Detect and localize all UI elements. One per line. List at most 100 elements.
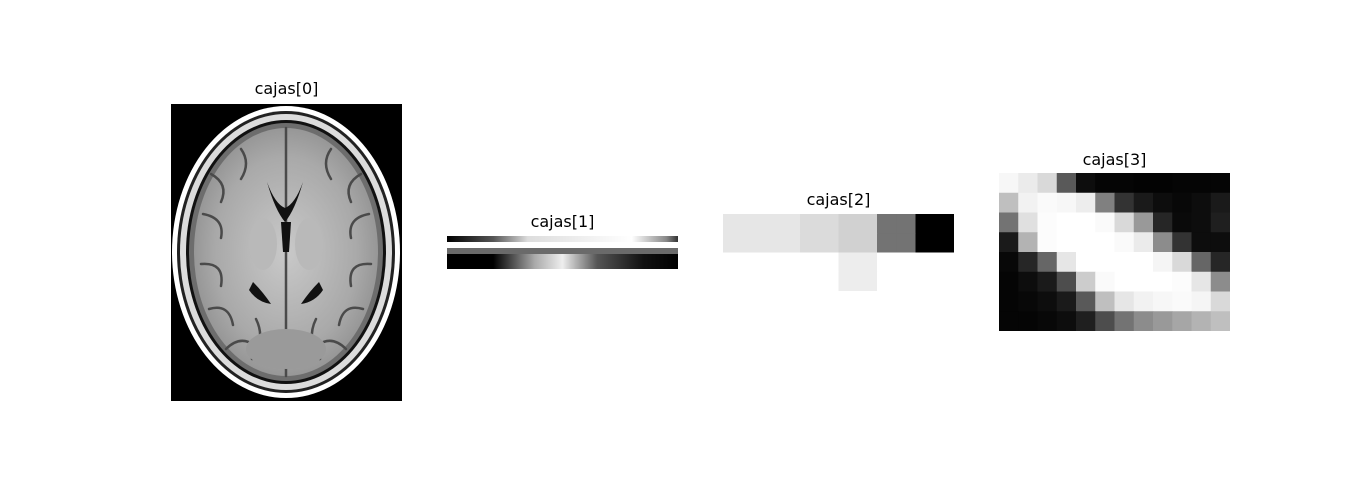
pixel-cell xyxy=(1076,212,1096,233)
pixel-cell xyxy=(1037,291,1058,312)
pixel-cell xyxy=(1037,232,1058,253)
pixel-cell xyxy=(857,271,878,291)
pixel-cell xyxy=(838,271,859,291)
pixel-cell xyxy=(934,233,954,253)
pixel-cell xyxy=(1018,192,1038,213)
pixel-cell xyxy=(877,252,897,273)
pixel-cell xyxy=(1095,311,1115,331)
grid-crop-image-2 xyxy=(723,214,954,291)
pixel-cell xyxy=(1172,271,1192,292)
pixel-cell xyxy=(857,252,878,273)
pixel-cell xyxy=(1114,173,1135,194)
pixel-cell xyxy=(1056,212,1077,233)
pixel-cell xyxy=(1095,173,1115,194)
pixel-cell xyxy=(1191,192,1212,213)
pixel-cell xyxy=(800,271,820,291)
pixel-cell xyxy=(1210,173,1230,194)
grid-crop-image-3 xyxy=(999,173,1230,331)
strip-crop-image xyxy=(447,236,678,269)
pixel-cell xyxy=(800,233,820,253)
pixel-cell xyxy=(1153,212,1173,233)
pixel-cell xyxy=(1210,212,1230,233)
pixel-cell xyxy=(1076,271,1096,292)
pixel-cell xyxy=(780,214,801,234)
pixel-cell xyxy=(1153,291,1173,312)
pixel-cell xyxy=(1018,252,1038,273)
pixel-cell xyxy=(742,271,762,291)
pixel-cell xyxy=(1153,192,1173,213)
pixel-cell xyxy=(1114,311,1135,331)
pixel-cell xyxy=(999,311,1019,331)
pixel-cell xyxy=(838,233,859,253)
pixel-cell xyxy=(742,252,762,273)
pixel-cell xyxy=(723,271,743,291)
pixel-cell xyxy=(1114,271,1135,292)
pixel-cell xyxy=(761,271,782,291)
pixel-cell xyxy=(1172,192,1192,213)
pixel-cell xyxy=(896,214,916,234)
pixel-cell xyxy=(915,271,936,291)
pixel-cell xyxy=(877,214,897,234)
pixel-cell xyxy=(1172,311,1192,331)
pixel-cell xyxy=(1210,291,1230,312)
pixel-cell xyxy=(896,252,916,273)
pixel-cell xyxy=(819,271,839,291)
pixel-cell xyxy=(1153,311,1173,331)
pixel-cell xyxy=(999,291,1019,312)
pixel-cell xyxy=(999,271,1019,292)
panel-3-title: cajas[3] xyxy=(1082,150,1147,169)
pixel-cell xyxy=(1153,271,1173,292)
pixel-cell xyxy=(1076,192,1096,213)
pixel-cell xyxy=(761,214,782,234)
pixel-cell xyxy=(934,252,954,273)
pixel-cell xyxy=(800,214,820,234)
panel-2-title: cajas[2] xyxy=(806,190,871,209)
pixel-cell xyxy=(819,233,839,253)
pixel-cell xyxy=(934,214,954,234)
pixel-cell xyxy=(1076,311,1096,331)
pixel-cell xyxy=(1056,192,1077,213)
pixel-cell xyxy=(1191,252,1212,273)
pixel-cell xyxy=(1210,311,1230,331)
pixel-cell xyxy=(1095,252,1115,273)
pixel-cell xyxy=(1153,252,1173,273)
pixel-cell xyxy=(1172,232,1192,253)
pixel-cell xyxy=(1018,232,1038,253)
pixel-cell xyxy=(915,233,936,253)
pixel-cell xyxy=(1095,212,1115,233)
pixel-cell xyxy=(1172,212,1192,233)
pixel-cell xyxy=(1076,232,1096,253)
pixel-cell xyxy=(934,271,954,291)
pixel-cell xyxy=(1114,291,1135,312)
pixel-cell xyxy=(1076,173,1096,194)
pixel-cell xyxy=(1056,311,1077,331)
pixel-cell xyxy=(1210,192,1230,213)
pixel-cell xyxy=(1133,311,1154,331)
pixel-cell xyxy=(1095,192,1115,213)
pixel-cell xyxy=(761,233,782,253)
pixel-cell xyxy=(1037,192,1058,213)
pixel-cell xyxy=(877,271,897,291)
pixel-cell xyxy=(1095,232,1115,253)
pixel-cell xyxy=(1191,311,1212,331)
pixel-cell xyxy=(1191,212,1212,233)
pixel-cell xyxy=(1191,291,1212,312)
pixel-cell xyxy=(857,233,878,253)
pixel-cell xyxy=(1191,232,1212,253)
pixel-cell xyxy=(1114,212,1135,233)
pixel-cell xyxy=(1133,192,1154,213)
pixel-cell xyxy=(723,252,743,273)
pixel-cell xyxy=(1018,311,1038,331)
pixel-cell xyxy=(1095,271,1115,292)
pixel-cell xyxy=(742,233,762,253)
pixel-cell xyxy=(1191,173,1212,194)
pixel-cell xyxy=(1133,212,1154,233)
pixel-cell xyxy=(999,232,1019,253)
pixel-cell xyxy=(1133,291,1154,312)
pixel-cell xyxy=(1037,212,1058,233)
pixel-cell xyxy=(819,252,839,273)
pixel-cell xyxy=(1056,252,1077,273)
pixel-cell xyxy=(999,252,1019,273)
panel-1-title: cajas[1] xyxy=(530,212,595,231)
pixel-cell xyxy=(1133,252,1154,273)
